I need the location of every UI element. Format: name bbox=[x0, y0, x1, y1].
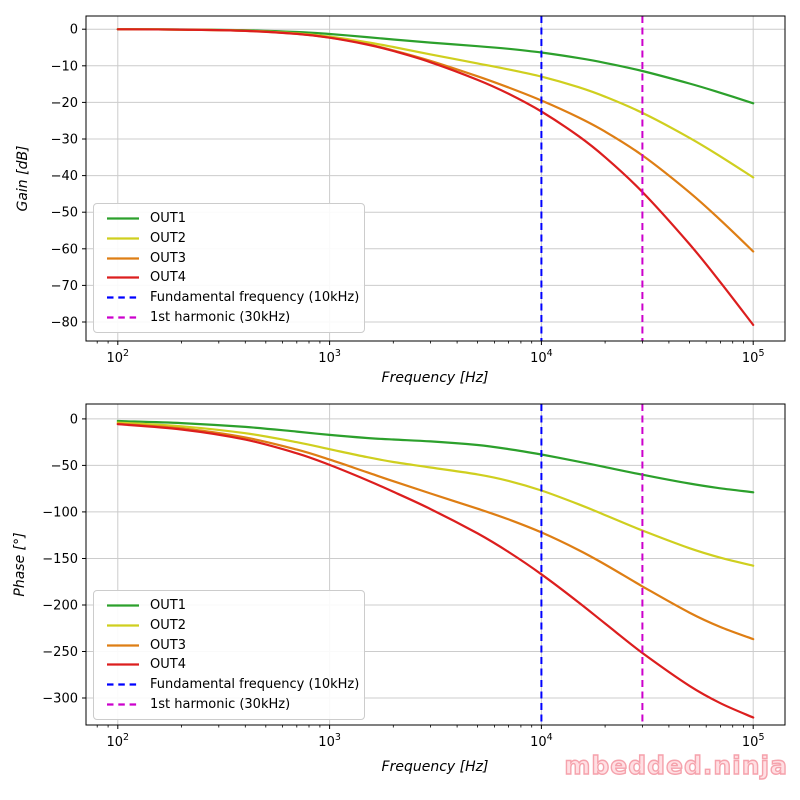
gain-ylabel: Gain [dB] bbox=[15, 145, 31, 211]
phase-legend: OUT1 OUT2 OUT3 OUT4 Fundamental frequency (1… bbox=[93, 590, 365, 720]
legend-item-out2: OUT2 bbox=[94, 229, 364, 248]
svg-text:102: 102 bbox=[107, 732, 130, 750]
svg-text:103: 103 bbox=[318, 732, 341, 750]
svg-text:−80: −80 bbox=[51, 316, 78, 331]
svg-text:105: 105 bbox=[742, 348, 765, 366]
svg-text:103: 103 bbox=[318, 348, 341, 366]
svg-text:−20: −20 bbox=[51, 96, 78, 111]
phase-xlabel: Frequency [Hz] bbox=[382, 759, 489, 775]
legend-item-out1: OUT1 bbox=[94, 209, 364, 228]
legend-item-out3: OUT3 bbox=[94, 249, 364, 268]
legend-label: OUT4 bbox=[150, 270, 186, 286]
legend-line-swatch bbox=[107, 644, 139, 647]
svg-text:−40: −40 bbox=[51, 169, 78, 184]
out2-curve bbox=[116, 28, 755, 179]
legend-label: OUT2 bbox=[150, 617, 186, 633]
svg-text:0: 0 bbox=[70, 23, 78, 38]
legend-item-out4: OUT4 bbox=[94, 655, 364, 674]
out1-curve bbox=[116, 419, 755, 494]
legend-line-swatch bbox=[107, 296, 139, 299]
legend-line-swatch bbox=[107, 703, 139, 706]
out4-curve bbox=[116, 423, 755, 719]
legend-line-swatch bbox=[107, 604, 139, 607]
legend-item-out1: OUT1 bbox=[94, 596, 364, 615]
out4-curve bbox=[116, 28, 755, 326]
legend-label: OUT1 bbox=[150, 598, 186, 614]
svg-text:104: 104 bbox=[530, 348, 553, 366]
legend-label: OUT4 bbox=[150, 657, 186, 673]
legend-item-fundamental-frequency-10khz: Fundamental frequency (10kHz) bbox=[94, 288, 364, 307]
legend-label: Fundamental frequency (10kHz) bbox=[150, 289, 360, 305]
legend-line-swatch bbox=[107, 237, 139, 240]
legend-item-out4: OUT4 bbox=[94, 268, 364, 287]
legend-item-1st-harmonic-30khz: 1st harmonic (30kHz) bbox=[94, 308, 364, 327]
svg-text:105: 105 bbox=[742, 732, 765, 750]
legend-item-out3: OUT3 bbox=[94, 636, 364, 655]
legend-label: OUT1 bbox=[150, 211, 186, 227]
ticks-and-labels: 102 103 104 105 0 −50 −100 −150 −200 −250 −300 bbox=[42, 412, 764, 750]
gain-legend: OUT1 OUT2 OUT3 OUT4 Fundamental frequency (1… bbox=[93, 203, 365, 333]
legend-label: OUT3 bbox=[150, 250, 186, 266]
legend-label: 1st harmonic (30kHz) bbox=[150, 696, 291, 712]
svg-text:104: 104 bbox=[530, 732, 553, 750]
legend-line-swatch bbox=[107, 663, 139, 666]
svg-text:−300: −300 bbox=[42, 692, 78, 707]
legend-line-swatch bbox=[107, 217, 139, 220]
plot-border bbox=[85, 15, 786, 342]
svg-text:−50: −50 bbox=[51, 459, 78, 474]
watermark: mbedded.ninja bbox=[564, 750, 788, 780]
svg-text:−30: −30 bbox=[51, 133, 78, 148]
svg-text:102: 102 bbox=[107, 348, 130, 366]
legend-item-out2: OUT2 bbox=[94, 616, 364, 635]
legend-label: Fundamental frequency (10kHz) bbox=[150, 676, 360, 692]
ticks-and-labels: 102 103 104 105 0 −10 −20 −30 −40 −50 −60 −70 −80 bbox=[51, 23, 765, 366]
phase-ylabel: Phase [°] bbox=[12, 532, 28, 596]
legend-line-swatch bbox=[107, 276, 139, 279]
svg-text:−70: −70 bbox=[51, 279, 78, 294]
svg-text:−150: −150 bbox=[42, 552, 78, 567]
out3-curve bbox=[116, 422, 755, 641]
svg-text:0: 0 bbox=[70, 412, 78, 427]
legend-label: OUT3 bbox=[150, 637, 186, 653]
svg-text:−60: −60 bbox=[51, 242, 78, 257]
svg-text:−250: −250 bbox=[42, 645, 78, 660]
phase-plot: 102 103 104 105 0 −50 −100 −150 −200 −250 −300 bbox=[42, 403, 786, 750]
svg-text:−100: −100 bbox=[42, 505, 78, 520]
plot-border bbox=[85, 403, 786, 726]
out2-curve bbox=[116, 421, 755, 567]
legend-line-swatch bbox=[107, 316, 139, 319]
legend-line-swatch bbox=[107, 683, 139, 686]
legend-line-swatch bbox=[107, 624, 139, 627]
legend-line-swatch bbox=[107, 257, 139, 260]
legend-label: OUT2 bbox=[150, 230, 186, 246]
svg-text:−10: −10 bbox=[51, 59, 78, 74]
svg-text:−50: −50 bbox=[51, 206, 78, 221]
legend-item-fundamental-frequency-10khz: Fundamental frequency (10kHz) bbox=[94, 675, 364, 694]
legend-label: 1st harmonic (30kHz) bbox=[150, 309, 291, 325]
gain-xlabel: Frequency [Hz] bbox=[382, 370, 489, 386]
svg-text:−200: −200 bbox=[42, 599, 78, 614]
legend-item-1st-harmonic-30khz: 1st harmonic (30kHz) bbox=[94, 695, 364, 714]
